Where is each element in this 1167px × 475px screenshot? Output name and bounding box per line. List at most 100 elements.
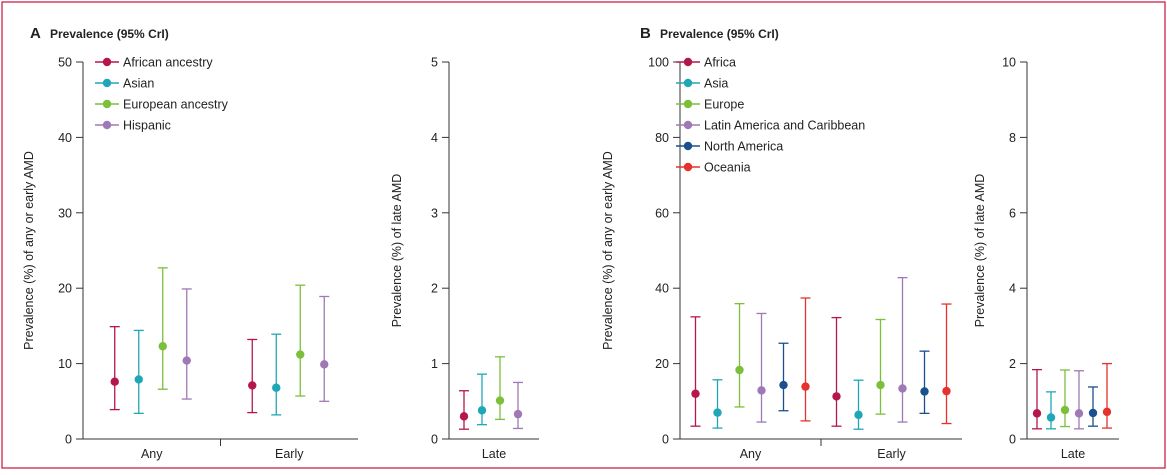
y-tick-label: 20 bbox=[58, 282, 72, 296]
y-tick-label: 20 bbox=[655, 357, 669, 371]
data-point bbox=[1074, 409, 1084, 418]
legend: African ancestry Asian European ancestry Hi… bbox=[95, 56, 229, 133]
x-tick-label: Any bbox=[141, 447, 163, 461]
x-tick-label: Late bbox=[482, 447, 506, 461]
data-point bbox=[158, 342, 167, 351]
y-tick-label: 2 bbox=[1009, 357, 1016, 371]
data-point bbox=[876, 380, 885, 390]
y-tick-label: 10 bbox=[58, 357, 72, 371]
data-point bbox=[735, 365, 744, 375]
y-tick-label: 1 bbox=[431, 357, 438, 371]
y-tick-label: 40 bbox=[58, 131, 72, 145]
y-axis-title: Prevalence (%) of any or early AMD bbox=[22, 151, 36, 350]
data-point bbox=[513, 409, 523, 419]
error-bar bbox=[495, 356, 505, 421]
data-point bbox=[248, 381, 257, 390]
legend-item: Asia bbox=[676, 77, 728, 91]
data-point bbox=[898, 384, 907, 393]
error-bar bbox=[690, 316, 701, 427]
y-tick-label: 8 bbox=[1009, 131, 1016, 145]
data-point bbox=[779, 380, 788, 390]
data-point bbox=[477, 406, 487, 415]
error-bar bbox=[1074, 370, 1084, 430]
error-bar bbox=[181, 288, 192, 400]
error-bar bbox=[756, 312, 767, 423]
error-bar bbox=[133, 329, 144, 415]
panel-a-letter: A bbox=[30, 25, 41, 42]
error-bar bbox=[477, 373, 487, 426]
legend-item: Asian bbox=[95, 77, 154, 91]
legend-marker bbox=[102, 99, 112, 109]
y-tick-label: 0 bbox=[662, 433, 669, 447]
y-tick-label: 4 bbox=[431, 131, 438, 145]
data-point bbox=[182, 356, 191, 365]
legend-item: Oceania bbox=[676, 161, 751, 175]
data-point bbox=[854, 410, 863, 420]
error-bar bbox=[875, 318, 886, 415]
legend-item: Latin America and Caribbean bbox=[676, 119, 865, 133]
x-tick-label: Any bbox=[740, 447, 762, 461]
error-bar bbox=[1088, 386, 1098, 427]
y-tick-label: 2 bbox=[431, 282, 438, 296]
legend-marker bbox=[102, 57, 112, 67]
error-bar bbox=[295, 284, 306, 397]
y-tick-label: 40 bbox=[655, 282, 669, 296]
y-axis-title: Prevalence (%) of any or early AMD bbox=[601, 151, 615, 350]
data-point bbox=[495, 396, 505, 405]
legend-item: African ancestry bbox=[95, 56, 213, 70]
error-bar bbox=[513, 381, 523, 430]
legend-label: Europe bbox=[704, 98, 744, 112]
legend-label: Africa bbox=[704, 56, 736, 70]
error-bar bbox=[919, 350, 930, 415]
data-point bbox=[757, 386, 766, 395]
error-bar bbox=[271, 333, 282, 416]
panel-a-title: Prevalence (95% CrI) bbox=[50, 27, 169, 41]
y-tick-label: 5 bbox=[431, 56, 438, 70]
y-tick-label: 10 bbox=[1002, 56, 1016, 70]
error-bar bbox=[1060, 369, 1070, 428]
error-bar bbox=[1102, 362, 1112, 429]
legend-label: North America bbox=[704, 140, 783, 154]
error-bar bbox=[800, 297, 811, 422]
legend-marker bbox=[102, 120, 112, 130]
legend-item: North America bbox=[676, 140, 783, 154]
x-tick-label: Late bbox=[1061, 447, 1085, 461]
y-axis-title: Prevalence (%) of late AMD bbox=[390, 174, 404, 328]
data-point bbox=[320, 360, 329, 369]
y-tick-label: 0 bbox=[65, 433, 72, 447]
chart-panel-0: 0 10 20 30 40 50 Prevalence (%) of any or earl… bbox=[22, 56, 358, 461]
error-bar bbox=[941, 303, 952, 425]
data-point bbox=[1032, 409, 1042, 418]
legend-marker bbox=[683, 162, 693, 172]
legend-label: Hispanic bbox=[123, 119, 171, 133]
data-point bbox=[1102, 407, 1112, 417]
y-tick-label: 6 bbox=[1009, 206, 1016, 220]
y-tick-label: 30 bbox=[58, 206, 72, 220]
legend-label: Oceania bbox=[704, 161, 751, 175]
legend-marker bbox=[683, 99, 693, 109]
legend-marker bbox=[683, 78, 693, 88]
y-tick-label: 100 bbox=[648, 56, 669, 70]
legend-item: European ancestry bbox=[95, 98, 229, 112]
legend-marker bbox=[683, 120, 693, 130]
data-point bbox=[801, 382, 810, 391]
y-tick-label: 0 bbox=[431, 433, 438, 447]
data-point bbox=[1088, 408, 1098, 418]
data-point bbox=[1046, 413, 1056, 422]
legend-item: Africa bbox=[676, 56, 736, 70]
legend-label: European ancestry bbox=[123, 98, 229, 112]
error-bar bbox=[157, 267, 168, 390]
y-axis-title: Prevalence (%) of late AMD bbox=[973, 174, 987, 328]
data-point bbox=[691, 389, 700, 398]
legend-label: Asian bbox=[123, 77, 154, 91]
data-point bbox=[713, 408, 722, 417]
legend-label: Asia bbox=[704, 77, 728, 91]
error-bar bbox=[897, 276, 908, 423]
error-bar bbox=[319, 295, 330, 402]
y-tick-label: 80 bbox=[655, 131, 669, 145]
data-point bbox=[1060, 405, 1070, 415]
error-bar bbox=[1032, 368, 1042, 430]
